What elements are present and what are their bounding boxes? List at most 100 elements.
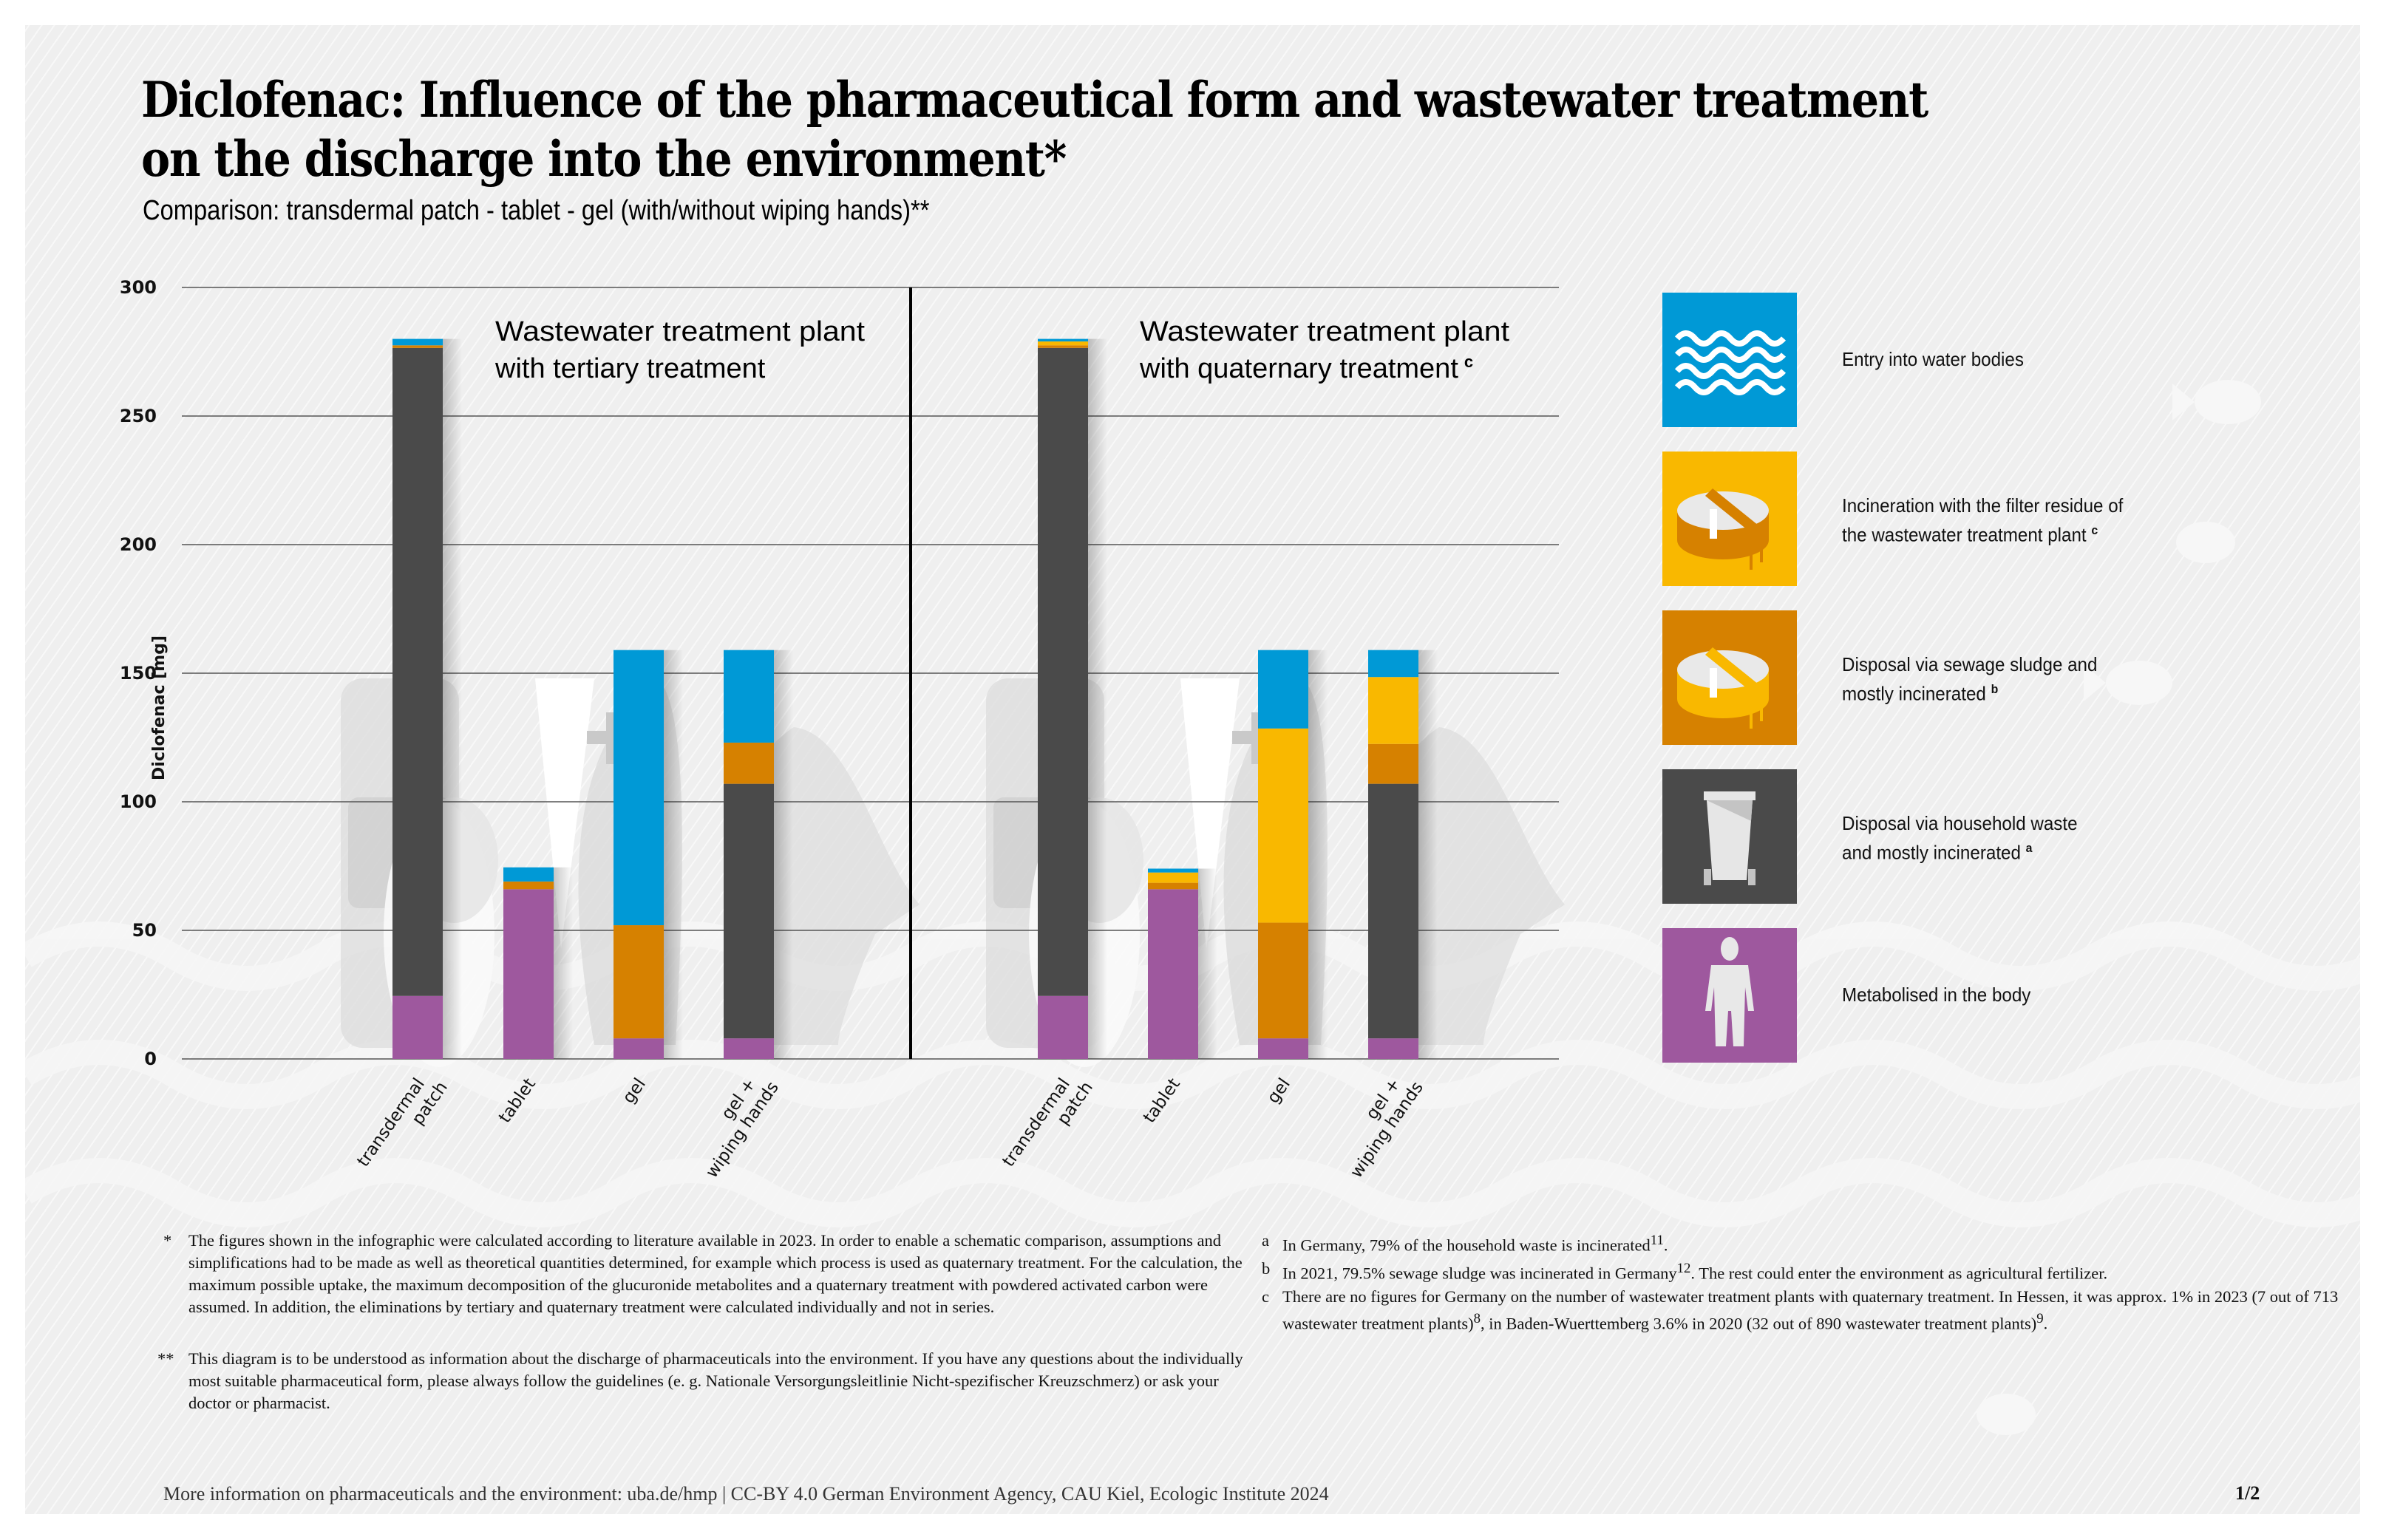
- footnote-text: The figures shown in the infographic wer…: [188, 1231, 1243, 1316]
- y-tick-label: 250: [120, 406, 157, 426]
- x-tick-label: tablet: [1140, 1075, 1184, 1127]
- panel-label-superscript: c: [1464, 352, 1473, 371]
- footnote-mark: *: [163, 1231, 172, 1250]
- title-line-2: on the discharge into the environment*: [141, 130, 1067, 188]
- legend-superscript: b: [1991, 682, 1999, 696]
- title-line-1: Diclofenac: Influence of the pharmaceuti…: [141, 71, 1928, 129]
- bar-segment-water_bodies: [1258, 650, 1308, 729]
- legend-label: Incineration with the filter residue of t…: [1842, 493, 2123, 548]
- bar-shadow: [443, 338, 462, 1060]
- bar-segment-household_waste: [1368, 783, 1418, 1039]
- subtitle: Comparison: transdermal patch - tablet -…: [143, 195, 930, 226]
- bar-segment-household_waste: [392, 347, 443, 996]
- legend-label-line-1: Entry into water bodies: [1842, 348, 2024, 370]
- sludge-basin-icon: [1662, 610, 1797, 745]
- bar-segment-sewage_sludge: [1038, 345, 1088, 348]
- legend-label-line-1: Metabolised in the body: [1842, 984, 2031, 1006]
- x-tick-label-line-1: tablet: [495, 1075, 540, 1127]
- fish-icon: [2106, 661, 2172, 705]
- fish-icon: [2176, 522, 2235, 563]
- footnote-text: There are no figures for Germany on the …: [1282, 1287, 2339, 1333]
- panel-labels: Wastewater treatment plant with tertiary …: [494, 316, 1509, 384]
- footer-credit: More information on pharmaceuticals and …: [163, 1483, 1329, 1505]
- bar-segment-metabolised: [503, 889, 554, 1059]
- legend-label-line-2: mostly incinerated b: [1842, 682, 1999, 705]
- y-tick-label: 150: [120, 663, 157, 684]
- bar-segment-water_bodies: [1148, 868, 1198, 873]
- footnote-double-star: ** This diagram is to be understood as i…: [157, 1348, 1245, 1414]
- y-axis-ticks: 0 50 100 150 200 250 300: [120, 277, 157, 1069]
- bar-segment-sewage_sludge: [392, 345, 443, 348]
- x-tick-label: gel +wiping hands: [702, 1075, 783, 1182]
- panel-label-line-1: Wastewater treatment plant: [495, 316, 865, 347]
- bar-segment-household_waste: [724, 783, 774, 1039]
- footnote-text-2: , in Baden-Wuerttemberg 3.6% in 2020 (32…: [1481, 1314, 2037, 1333]
- legend-label: Disposal via household waste and mostly i…: [1842, 811, 2078, 865]
- footnote-ref: 9: [2036, 1311, 2044, 1326]
- x-tick-label: gel: [1263, 1075, 1294, 1108]
- bar-segment-metabolised: [1038, 995, 1088, 1059]
- bar-segment-water_bodies: [1368, 650, 1418, 678]
- legend-label-line-2: the wastewater treatment plant c: [1842, 523, 2098, 546]
- legend-label: Metabolised in the body: [1842, 982, 2030, 1007]
- waves-icon: [1662, 293, 1797, 427]
- footnote-mark: c: [1262, 1287, 1269, 1306]
- footnote-text: This diagram is to be understood as info…: [188, 1349, 1243, 1412]
- bar-segment-water_bodies: [503, 867, 554, 882]
- bar-shadow: [1088, 338, 1107, 1060]
- panel-label-line-2: with quaternary treatment c: [1139, 352, 1473, 384]
- legend-label-line-2: and mostly incinerated a: [1842, 841, 2033, 864]
- bar-segment-metabolised: [1258, 1038, 1308, 1059]
- fish-icon: [2084, 664, 2106, 701]
- stacked-bar-chart: 0 50 100 150 200 250 300 Diclofenac [mg] Waste…: [120, 277, 1565, 1182]
- bar-shadow: [554, 867, 573, 1059]
- bar-segment-sewage_sludge: [724, 742, 774, 784]
- y-tick-label: 0: [144, 1049, 157, 1069]
- bar-segment-sewage_sludge: [1368, 743, 1418, 784]
- x-tick-label: gel: [619, 1075, 649, 1108]
- footnote-text: In Germany, 79% of the household waste i…: [1282, 1236, 1651, 1255]
- footnote-tail: .: [2043, 1314, 2048, 1333]
- waste-bin-icon: [1662, 769, 1797, 904]
- bar-shadow: [1308, 650, 1328, 1059]
- footnote-b: b In 2021, 79.5% sewage sludge was incin…: [1262, 1258, 2339, 1285]
- footnote-a: a In Germany, 79% of the household waste…: [1262, 1230, 2339, 1257]
- bar-segment-metabolised: [1368, 1038, 1418, 1059]
- footnote-ref: 8: [1473, 1311, 1481, 1326]
- bar-segment-metabolised: [1148, 889, 1198, 1059]
- y-axis-label: Diclofenac [mg]: [150, 636, 169, 780]
- bar-segment-filter_residue: [1038, 341, 1088, 346]
- bar-segment-metabolised: [724, 1038, 774, 1059]
- footnote-ref: 11: [1650, 1233, 1664, 1248]
- footnote-mark: a: [1262, 1231, 1269, 1250]
- legend-label: Entry into water bodies: [1842, 347, 2024, 372]
- legend-superscript: a: [2025, 841, 2033, 855]
- y-tick-label: 100: [120, 791, 157, 812]
- legend-superscript: c: [2091, 523, 2098, 537]
- bar-shadow: [774, 650, 793, 1059]
- bar-segment-sewage_sludge: [503, 881, 554, 890]
- bar-segment-household_waste: [1038, 347, 1088, 996]
- bar-segment-sewage_sludge: [1258, 922, 1308, 1039]
- treatment-basin-icon: [1662, 452, 1797, 586]
- bar-segment-sewage_sludge: [1148, 882, 1198, 890]
- footnote-mark: **: [157, 1349, 174, 1368]
- x-tick-label: gel +wiping hands: [1347, 1075, 1427, 1182]
- y-tick-label: 50: [132, 920, 157, 941]
- fish-icon: [2172, 384, 2195, 420]
- bar-segment-water_bodies: [1038, 338, 1088, 342]
- bar-segment-filter_residue: [1368, 677, 1418, 744]
- footnote-ref: 12: [1676, 1261, 1691, 1276]
- panel-label-line-1: Wastewater treatment plant: [1140, 316, 1509, 347]
- footnote-tail: . The rest could enter the environment a…: [1690, 1264, 2108, 1283]
- person-icon: [1662, 928, 1797, 1063]
- y-tick-label: 200: [120, 534, 157, 555]
- y-tick-label: 300: [120, 277, 157, 298]
- bar-segment-filter_residue: [1258, 728, 1308, 923]
- footnote-tail: .: [1663, 1236, 1668, 1255]
- bars: [392, 338, 1438, 1060]
- footnote-text: In 2021, 79.5% sewage sludge was inciner…: [1282, 1264, 1677, 1283]
